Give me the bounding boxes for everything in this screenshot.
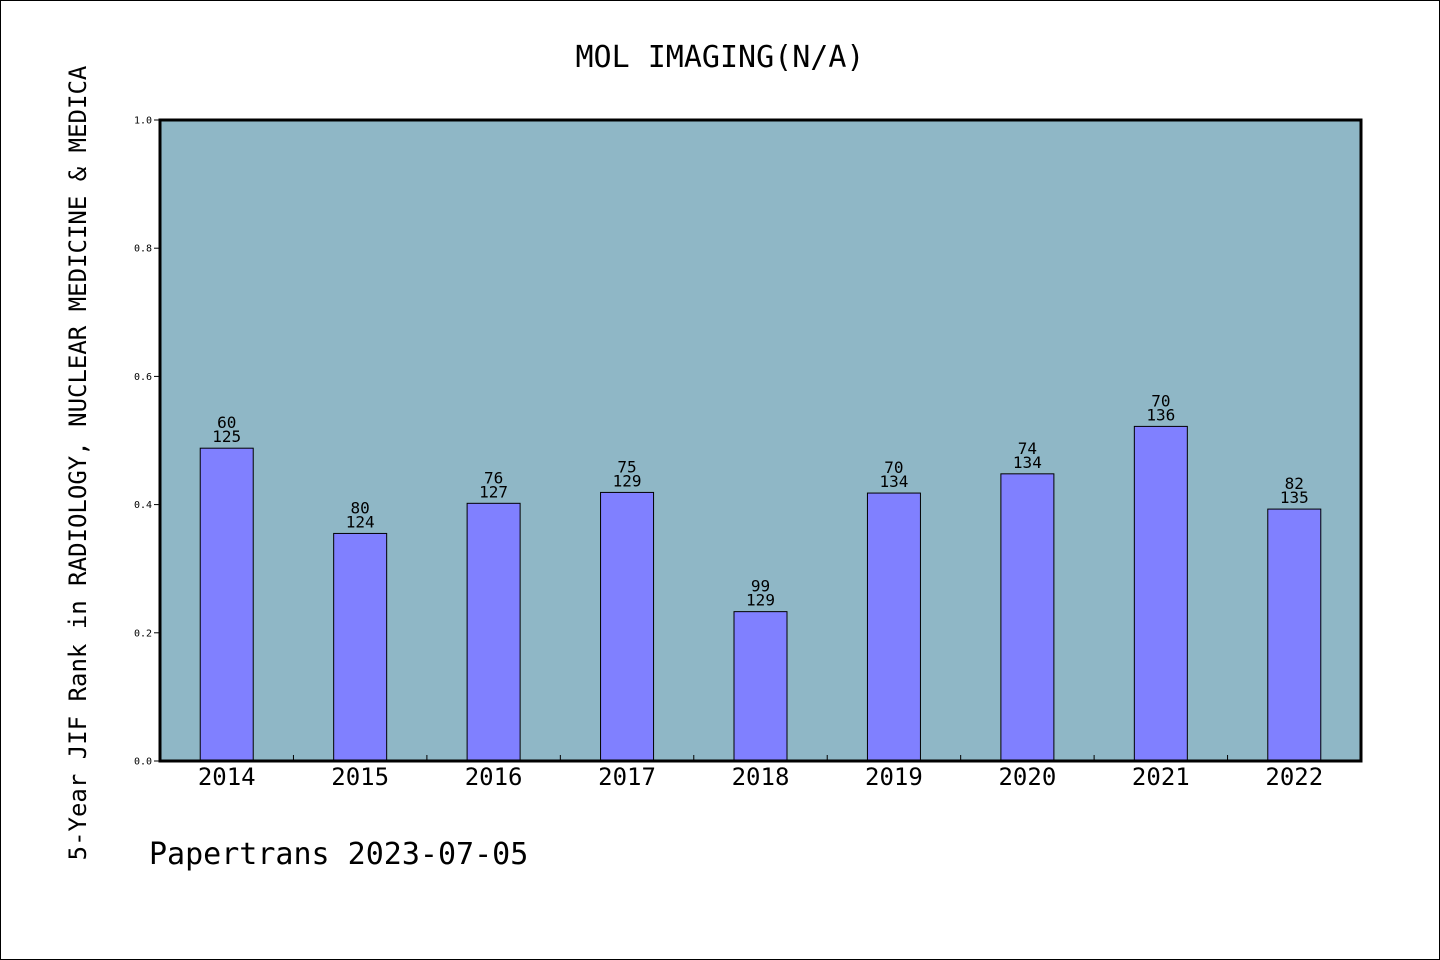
x-tick-label: 2016 bbox=[465, 763, 523, 791]
x-tick-label: 2021 bbox=[1132, 763, 1190, 791]
x-axis-ticks: 2014 2015 2016 2017 2018 2019 2020 2021 2022 bbox=[198, 755, 1323, 791]
bar-rank-label: 99 bbox=[751, 577, 770, 596]
bar-rank-label: 82 bbox=[1285, 474, 1304, 493]
bar-rank-label: 76 bbox=[484, 468, 503, 487]
bar-total-label: 125 bbox=[212, 427, 241, 446]
bar bbox=[199, 447, 254, 762]
bar-total-label: 136 bbox=[1146, 405, 1175, 424]
bar-total-label: 129 bbox=[613, 471, 642, 490]
y-tick-label: 1.0 bbox=[134, 116, 152, 127]
y-tick-label: 0.8 bbox=[134, 244, 152, 255]
bar-rank-label: 74 bbox=[1018, 439, 1037, 458]
x-tick-label: 2014 bbox=[198, 763, 256, 791]
x-tick-label: 2019 bbox=[865, 763, 923, 791]
bar bbox=[466, 502, 521, 762]
bars: 6012580124761277512999129701347413470136… bbox=[199, 391, 1322, 762]
bar-rank-label: 80 bbox=[351, 498, 370, 517]
bar-rank-label: 70 bbox=[1151, 391, 1170, 410]
bar-total-label: 127 bbox=[479, 482, 508, 501]
bar bbox=[1000, 473, 1055, 762]
bar bbox=[600, 491, 655, 762]
bar bbox=[866, 492, 921, 762]
x-tick-label: 2022 bbox=[1265, 763, 1323, 791]
bar-total-label: 124 bbox=[346, 512, 375, 531]
x-tick-label: 2015 bbox=[331, 763, 389, 791]
bar-total-label: 135 bbox=[1280, 488, 1309, 507]
y-tick-label: 0.4 bbox=[134, 500, 152, 511]
bar-total-label: 134 bbox=[879, 472, 908, 491]
plot-border bbox=[158, 118, 1363, 763]
bar bbox=[733, 611, 788, 762]
y-tick-label: 0.6 bbox=[134, 372, 152, 383]
y-axis-ticks: 0.0 0.2 0.4 0.6 0.8 1.0 bbox=[134, 116, 160, 768]
x-tick-label: 2017 bbox=[598, 763, 656, 791]
y-tick-label: 0.0 bbox=[134, 757, 152, 768]
bar-total-label: 129 bbox=[746, 591, 775, 610]
bar bbox=[333, 532, 388, 762]
x-tick-label: 2020 bbox=[998, 763, 1056, 791]
bar-total-label: 134 bbox=[1013, 453, 1042, 472]
y-axis-label: 5-Year JIF Rank in RADIOLOGY, NUCLEAR ME… bbox=[64, 65, 92, 860]
y-tick-label: 0.2 bbox=[134, 628, 152, 639]
bar-rank-label: 70 bbox=[884, 458, 903, 477]
bar bbox=[1267, 508, 1322, 762]
chart-title: MOL IMAGING(N/A) bbox=[576, 40, 865, 75]
bar bbox=[1133, 425, 1188, 762]
bar-rank-label: 60 bbox=[217, 413, 236, 432]
footer-text: Papertrans 2023-07-05 bbox=[149, 837, 528, 872]
bar-rank-label: 75 bbox=[617, 457, 636, 476]
x-tick-label: 2018 bbox=[732, 763, 790, 791]
